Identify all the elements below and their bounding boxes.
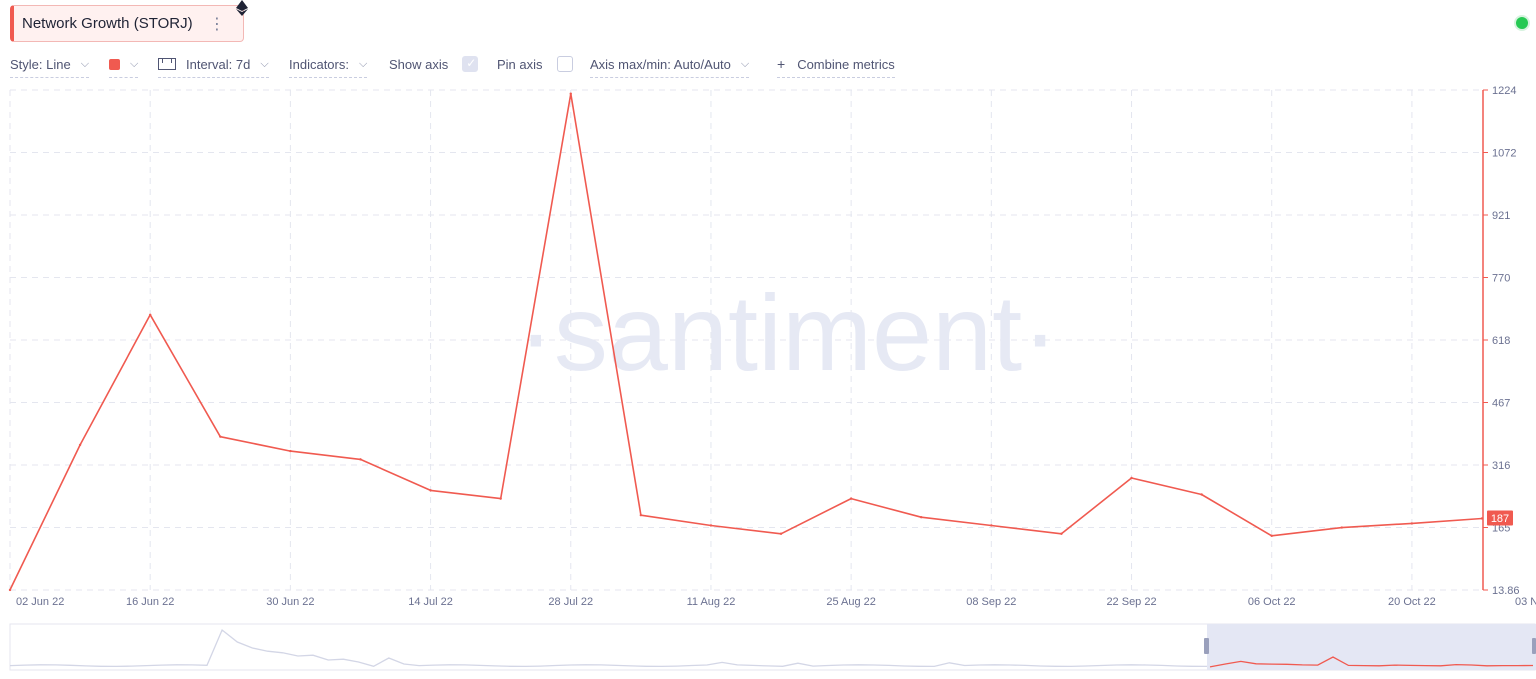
indicators-label: Indicators:	[289, 56, 349, 72]
data-point	[289, 449, 292, 453]
x-tick-label: 22 Sep 22	[1106, 596, 1156, 608]
data-point	[219, 435, 222, 438]
data-point	[78, 443, 82, 447]
ethereum-icon	[236, 0, 248, 16]
data-point	[990, 524, 993, 527]
combine-metrics-button[interactable]: + Combine metrics	[777, 52, 895, 78]
ruler-icon	[158, 58, 176, 70]
navigator-handle-right	[1532, 638, 1536, 654]
x-tick-label: 08 Sep 22	[966, 596, 1016, 608]
chevron-down-icon: ⌵	[740, 57, 750, 70]
combine-metrics-label: Combine metrics	[797, 56, 895, 72]
network-growth-chart[interactable]: ·santiment· 1224 1072 921 770 618 467 316 165 13…	[0, 80, 1536, 679]
chevron-down-icon: ⌵	[80, 57, 90, 70]
x-tick-label: 02 Jun 22	[16, 596, 64, 608]
chevron-down-icon: ⌵	[260, 57, 269, 70]
plus-icon: +	[777, 56, 786, 72]
y-tick-label: 13.86	[1492, 585, 1520, 597]
pin-axis-label: Pin axis	[497, 56, 543, 72]
navigator-selection	[1207, 624, 1536, 670]
metric-title: Network Growth (STORJ)	[22, 15, 193, 32]
data-point	[779, 532, 783, 535]
y-tick-label: 770	[1492, 273, 1510, 285]
data-point	[1130, 476, 1133, 480]
data-point	[429, 489, 432, 492]
chart-toolbar: Style: Line ⌵ ⌵ Interval: 7d ⌵ Indicator…	[10, 52, 1010, 78]
style-label: Style: Line	[10, 56, 71, 72]
x-tick-label: 28 Jul 22	[548, 596, 593, 608]
x-tick-label: 03 Nov 22	[1515, 596, 1536, 608]
axis-maxmin-label: Axis max/min: Auto/Auto	[590, 56, 731, 72]
chevron-down-icon: ⌵	[130, 57, 139, 70]
indicators-dropdown[interactable]: Indicators: ⌵	[289, 52, 368, 78]
data-point	[1270, 534, 1273, 538]
y-tick-label: 1072	[1492, 148, 1516, 160]
axis-maxmin-dropdown[interactable]: Axis max/min: Auto/Auto ⌵	[590, 52, 750, 78]
data-point	[849, 497, 853, 500]
data-point	[920, 516, 923, 519]
data-point	[639, 513, 643, 517]
x-tick-label: 11 Aug 22	[687, 596, 736, 608]
x-tick-label: 14 Jul 22	[408, 596, 453, 608]
pin-axis-toggle[interactable]: Pin axis	[497, 52, 573, 77]
y-tick-label: 921	[1492, 210, 1510, 222]
last-value-badge	[1487, 510, 1513, 526]
series-line: 187	[8, 92, 1513, 592]
interval-dropdown[interactable]: Interval: 7d ⌵	[158, 52, 269, 78]
navigator-selected-line	[1209, 656, 1534, 668]
series-path	[9, 92, 1483, 591]
show-axis-label: Show axis	[389, 56, 449, 72]
style-dropdown[interactable]: Style: Line ⌵	[10, 52, 90, 78]
data-point	[1200, 493, 1203, 496]
data-point	[8, 588, 12, 592]
y-axis: 1224 1072 921 770 618 467 316 165 13.86	[1482, 85, 1520, 597]
y-tick-label: 316	[1492, 460, 1510, 472]
data-point	[499, 497, 502, 500]
data-point	[1480, 517, 1484, 520]
interval-label: Interval: 7d	[186, 56, 251, 72]
pin-axis-checkbox[interactable]	[556, 56, 573, 72]
y-tick-label: 1224	[1492, 85, 1516, 97]
last-value-label: 187	[1491, 513, 1509, 525]
x-tick-label: 20 Oct 22	[1388, 596, 1436, 608]
show-axis-toggle[interactable]: Show axis	[389, 52, 479, 77]
data-point	[148, 313, 152, 316]
y-tick-label: 165	[1492, 523, 1510, 535]
data-point	[1340, 526, 1344, 529]
x-tick-label: 16 Jun 22	[126, 596, 174, 608]
color-picker[interactable]: ⌵	[109, 52, 139, 78]
data-point	[1410, 522, 1414, 525]
color-swatch	[109, 58, 120, 70]
more-options-icon[interactable]: ⋮	[209, 16, 225, 33]
status-dot	[1516, 17, 1528, 29]
show-axis-checkbox[interactable]	[462, 56, 479, 72]
data-point	[359, 458, 362, 461]
range-navigator[interactable]	[9, 623, 1536, 671]
chevron-down-icon: ⌵	[358, 57, 368, 70]
data-point	[709, 524, 713, 527]
metric-chip[interactable]: Network Growth (STORJ) ⋮	[10, 5, 244, 42]
chart-grid	[9, 89, 1482, 591]
x-tick-label: 25 Aug 22	[826, 596, 876, 608]
navigator-handle-left	[1204, 638, 1209, 654]
navigator-history-line	[9, 628, 1208, 668]
x-axis: 02 Jun 22 16 Jun 22 30 Jun 22 14 Jul 22 28 J…	[16, 596, 1536, 608]
data-point	[569, 92, 572, 95]
santiment-watermark: ·santiment·	[518, 272, 1058, 393]
x-tick-label: 30 Jun 22	[266, 596, 314, 608]
y-tick-label: 467	[1492, 398, 1510, 410]
x-tick-label: 06 Oct 22	[1248, 596, 1296, 608]
data-point	[1060, 532, 1063, 535]
y-tick-label: 618	[1492, 335, 1510, 347]
